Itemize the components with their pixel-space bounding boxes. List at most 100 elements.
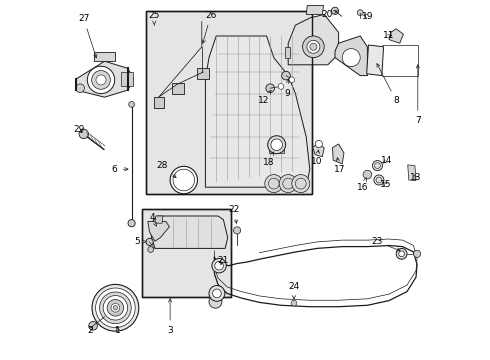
Circle shape xyxy=(96,288,135,328)
Text: 1: 1 xyxy=(115,325,121,335)
Circle shape xyxy=(87,66,115,94)
Polygon shape xyxy=(408,165,416,181)
Polygon shape xyxy=(155,216,163,223)
Polygon shape xyxy=(154,97,164,108)
Bar xyxy=(146,11,312,194)
Circle shape xyxy=(310,43,317,50)
Circle shape xyxy=(233,227,241,234)
Circle shape xyxy=(303,36,324,58)
Circle shape xyxy=(209,295,222,308)
Polygon shape xyxy=(148,221,170,241)
Polygon shape xyxy=(335,36,368,76)
Circle shape xyxy=(315,140,322,148)
Text: 19: 19 xyxy=(363,12,374,21)
Circle shape xyxy=(99,292,131,324)
Text: 15: 15 xyxy=(380,180,391,189)
Circle shape xyxy=(265,175,283,193)
Circle shape xyxy=(212,258,226,273)
Circle shape xyxy=(396,248,407,259)
Text: 17: 17 xyxy=(334,158,345,174)
Circle shape xyxy=(291,300,297,306)
Circle shape xyxy=(372,161,383,171)
Circle shape xyxy=(96,75,106,85)
Circle shape xyxy=(292,175,310,193)
Circle shape xyxy=(282,71,291,80)
Circle shape xyxy=(92,284,139,331)
Circle shape xyxy=(399,251,404,257)
Text: 25: 25 xyxy=(148,10,160,25)
Text: 28: 28 xyxy=(156,161,176,178)
Bar xyxy=(142,209,231,297)
Text: 9: 9 xyxy=(285,79,291,98)
Circle shape xyxy=(414,250,421,257)
Polygon shape xyxy=(389,29,403,43)
Circle shape xyxy=(374,175,384,185)
Circle shape xyxy=(170,166,197,194)
Polygon shape xyxy=(197,68,209,79)
Polygon shape xyxy=(306,5,323,14)
Text: 23: 23 xyxy=(372,238,400,251)
Circle shape xyxy=(307,40,320,53)
Circle shape xyxy=(342,49,360,67)
Circle shape xyxy=(278,84,284,89)
Text: 7: 7 xyxy=(415,65,421,125)
Polygon shape xyxy=(151,216,228,248)
Circle shape xyxy=(76,84,84,93)
Text: 29: 29 xyxy=(73,125,84,134)
Circle shape xyxy=(89,321,98,330)
Circle shape xyxy=(331,7,339,14)
Text: 6: 6 xyxy=(112,165,128,174)
Circle shape xyxy=(103,296,127,320)
Bar xyxy=(94,52,116,61)
Circle shape xyxy=(92,71,110,89)
Bar xyxy=(142,209,231,297)
Text: 21: 21 xyxy=(217,256,228,265)
Circle shape xyxy=(128,220,135,227)
Text: 12: 12 xyxy=(258,90,271,105)
Polygon shape xyxy=(121,72,133,86)
Text: 22: 22 xyxy=(228,205,240,223)
Polygon shape xyxy=(288,14,339,65)
Text: 4: 4 xyxy=(149,213,156,226)
Circle shape xyxy=(271,139,282,150)
Polygon shape xyxy=(313,144,324,157)
Text: 2: 2 xyxy=(87,325,93,335)
Text: 11: 11 xyxy=(383,31,395,40)
Text: 13: 13 xyxy=(410,173,422,181)
Text: 18: 18 xyxy=(263,152,274,167)
Polygon shape xyxy=(205,36,310,187)
Polygon shape xyxy=(367,45,384,76)
Text: 16: 16 xyxy=(357,178,368,192)
Circle shape xyxy=(146,238,153,246)
Circle shape xyxy=(215,261,223,270)
Circle shape xyxy=(111,303,120,312)
Circle shape xyxy=(209,285,225,301)
Circle shape xyxy=(363,170,372,179)
Polygon shape xyxy=(172,83,184,94)
Text: 24: 24 xyxy=(288,282,299,299)
Text: 3: 3 xyxy=(167,299,173,335)
Bar xyxy=(146,11,312,194)
Text: 14: 14 xyxy=(381,156,392,165)
Polygon shape xyxy=(333,144,344,164)
Circle shape xyxy=(79,129,88,139)
Circle shape xyxy=(357,10,363,15)
Polygon shape xyxy=(76,61,133,97)
Text: 5: 5 xyxy=(134,237,146,246)
Text: 27: 27 xyxy=(78,14,97,58)
Text: 8: 8 xyxy=(377,64,399,105)
Circle shape xyxy=(129,102,134,107)
Polygon shape xyxy=(285,47,290,58)
Circle shape xyxy=(289,77,294,83)
Text: 26: 26 xyxy=(202,10,217,44)
Text: 20: 20 xyxy=(321,10,338,19)
Circle shape xyxy=(268,136,286,154)
Bar xyxy=(270,142,284,153)
Circle shape xyxy=(266,84,274,93)
Circle shape xyxy=(213,289,221,298)
Circle shape xyxy=(279,175,297,193)
Circle shape xyxy=(148,247,153,252)
Circle shape xyxy=(107,300,123,316)
Circle shape xyxy=(113,306,118,310)
Text: 10: 10 xyxy=(311,150,323,166)
